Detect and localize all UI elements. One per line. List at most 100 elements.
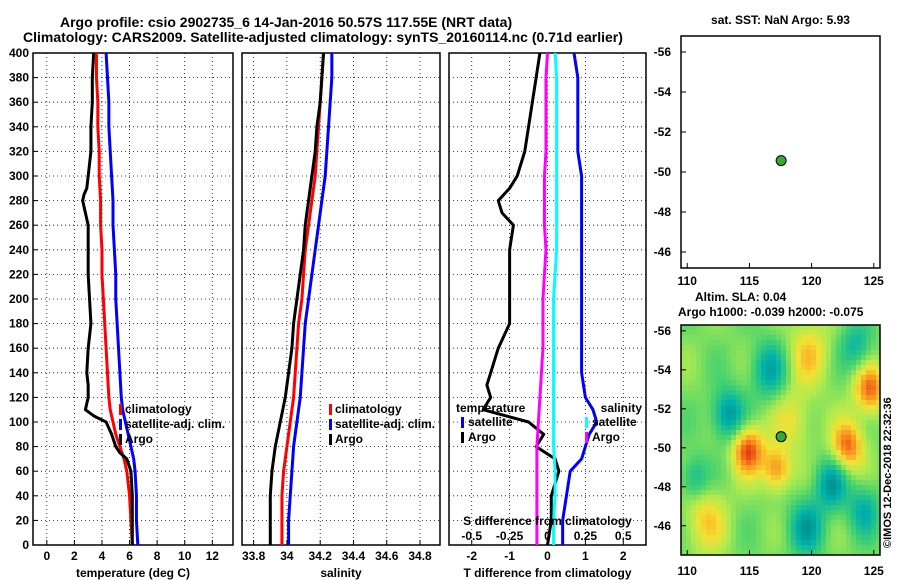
sla-heatmap-cell <box>781 465 787 471</box>
sla-heatmap-cell <box>736 415 742 421</box>
sla-heatmap-cell <box>686 420 692 426</box>
sla-heatmap-cell <box>756 380 762 386</box>
sla-heatmap-cell <box>836 550 842 556</box>
sla-heatmap-cell <box>686 415 692 421</box>
sla-heatmap-cell <box>726 495 732 501</box>
sla-heatmap-cell <box>766 530 772 536</box>
sla-heatmap-cell <box>716 325 722 331</box>
depth-tick-label: 40 <box>16 489 30 503</box>
sla-heatmap-cell <box>776 425 782 431</box>
sla-heatmap-cell <box>721 375 727 381</box>
sla-heatmap-cell <box>801 515 807 521</box>
sla-heatmap-cell <box>776 450 782 456</box>
sla-heatmap-cell <box>861 510 867 516</box>
sla-heatmap-cell <box>771 470 777 476</box>
sla-heatmap-cell <box>856 510 862 516</box>
sla-heatmap-cell <box>721 545 727 551</box>
sla-heatmap-cell <box>701 385 707 391</box>
depth-tick-label: 60 <box>16 464 30 478</box>
sla-heatmap-cell <box>826 510 832 516</box>
sla-heatmap-cell <box>866 330 872 336</box>
sla-heatmap-cell <box>846 425 852 431</box>
sla-heatmap-cell <box>726 410 732 416</box>
sla-heatmap-cell <box>706 360 712 366</box>
sla-heatmap-cell <box>751 540 757 546</box>
sla-heatmap-cell <box>756 425 762 431</box>
temperature-tick-label: 0 <box>43 549 50 563</box>
sla-heatmap-cell <box>826 325 832 331</box>
sla-heatmap-cell <box>781 350 787 356</box>
sla-heatmap-cell <box>751 530 757 536</box>
sla-heatmap-cell <box>776 520 782 526</box>
sla-heatmap-cell <box>751 450 757 456</box>
sla-heatmap-cell <box>866 360 872 366</box>
sla-heatmap-cell <box>731 420 737 426</box>
sla-heatmap-cell <box>691 340 697 346</box>
sla-heatmap-cell <box>816 475 822 481</box>
sla-heatmap-cell <box>806 520 812 526</box>
sla-heatmap-cell <box>806 510 812 516</box>
sla-heatmap-cell <box>776 440 782 446</box>
temperature-difference-tick-label: -2 <box>466 549 477 563</box>
sla-heatmap-cell <box>836 490 842 496</box>
sla-heatmap-cell <box>696 540 702 546</box>
sla-heatmap-cell <box>816 400 822 406</box>
sla-heatmap-cell <box>776 550 782 556</box>
sla-heatmap-cell <box>786 370 792 376</box>
sla-heatmap-cell <box>871 525 877 531</box>
sla-heatmap-cell <box>701 465 707 471</box>
sla-heatmap-cell <box>746 510 752 516</box>
sla-heatmap-cell <box>781 510 787 516</box>
sla-heatmap-cell <box>751 350 757 356</box>
sla-heatmap-cell <box>846 430 852 436</box>
sla-heatmap-cell <box>721 400 727 406</box>
sla-heatmap-cell <box>781 515 787 521</box>
sla-heatmap-cell <box>731 525 737 531</box>
sla-heatmap-cell <box>871 540 877 546</box>
sla-heatmap-cell <box>731 345 737 351</box>
sla-heatmap-cell <box>716 515 722 521</box>
sla-heatmap-cell <box>861 435 867 441</box>
sla-heatmap-cell <box>716 455 722 461</box>
sla-heatmap-cell <box>791 510 797 516</box>
sla-heatmap-cell <box>716 490 722 496</box>
sla-heatmap-cell <box>736 335 742 341</box>
sla-heatmap-cell <box>866 425 872 431</box>
sla-heatmap-cell <box>686 510 692 516</box>
sla-heatmap-cell <box>721 360 727 366</box>
sla-heatmap-cell <box>841 340 847 346</box>
sla-heatmap-cell <box>736 445 742 451</box>
sla-heatmap-cell <box>861 415 867 421</box>
sla-heatmap-cell <box>796 385 802 391</box>
sla-heatmap-cell <box>836 350 842 356</box>
sla-heatmap-cell <box>791 380 797 386</box>
sla-heatmap-cell <box>871 405 877 411</box>
sla-heatmap-cell <box>716 485 722 491</box>
sla-heatmap-cell <box>696 355 702 361</box>
sla-heatmap-cell <box>736 485 742 491</box>
sla-heatmap-cell <box>706 520 712 526</box>
sla-heatmap-cell <box>731 500 737 506</box>
sla-heatmap-cell <box>771 480 777 486</box>
sla-heatmap-cell <box>721 460 727 466</box>
sla-heatmap-cell <box>801 410 807 416</box>
sla-heatmap-cell <box>876 510 881 516</box>
sla-heatmap-cell <box>861 475 867 481</box>
latitude-tick-label: -52 <box>654 125 672 139</box>
sla-heatmap-cell <box>736 475 742 481</box>
sla-heatmap-cell <box>866 325 872 331</box>
sla-heatmap-cell <box>706 550 712 556</box>
sla-heatmap-cell <box>706 325 712 331</box>
sla-heatmap-cell <box>871 530 877 536</box>
sla-heatmap-cell <box>861 445 867 451</box>
sla-heatmap-cell <box>761 410 767 416</box>
sla-heatmap-cell <box>686 325 692 331</box>
sla-heatmap-cell <box>691 380 697 386</box>
sla-heatmap-cell <box>801 465 807 471</box>
sla-heatmap-cell <box>736 365 742 371</box>
sla-heatmap-cell <box>876 415 881 421</box>
sla-heatmap-cell <box>811 435 817 441</box>
sla-heatmap-cell <box>801 475 807 481</box>
sla-heatmap-cell <box>761 520 767 526</box>
sla-heatmap-cell <box>711 485 717 491</box>
